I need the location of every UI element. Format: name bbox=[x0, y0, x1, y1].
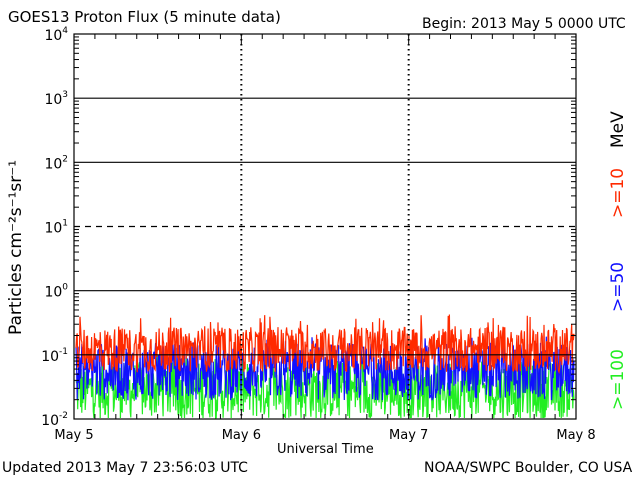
begin-time: Begin: 2013 May 5 0000 UTC bbox=[422, 16, 626, 32]
y-tick-label-0: 10-2 bbox=[41, 411, 68, 429]
chart-title: GOES13 Proton Flux (5 minute data) bbox=[8, 8, 281, 26]
x-tick-label-3: May 8 bbox=[556, 428, 595, 443]
y-tick-label-2: 100 bbox=[44, 283, 68, 301]
source-credit: NOAA/SWPC Boulder, CO USA bbox=[424, 460, 633, 476]
x-tick-label-2: May 7 bbox=[389, 428, 428, 443]
y-tick-label-6: 104 bbox=[44, 26, 68, 44]
y-tick-label-1: 10-1 bbox=[41, 347, 68, 365]
y-tick-label-5: 103 bbox=[44, 90, 68, 108]
legend-ge10: >=10 bbox=[608, 167, 628, 218]
legend-ge100: >=100 bbox=[608, 349, 628, 410]
series-line-ge50 bbox=[75, 336, 575, 401]
x-axis-label: Universal Time bbox=[277, 442, 374, 457]
x-tick-label-0: May 5 bbox=[54, 428, 93, 443]
y-tick-label-3: 101 bbox=[44, 219, 68, 237]
updated-timestamp: Updated 2013 May 7 23:56:03 UTC bbox=[2, 460, 248, 476]
series-line-ge10 bbox=[75, 314, 575, 375]
legend-ge50: >=50 bbox=[608, 261, 628, 312]
y-axis-label: Particles cm⁻²s⁻¹sr⁻¹ bbox=[6, 159, 26, 335]
legend-unit: MeV bbox=[608, 111, 628, 148]
y-tick-label-4: 102 bbox=[44, 154, 68, 172]
plot-frame bbox=[73, 33, 577, 420]
x-tick-label-1: May 6 bbox=[222, 428, 261, 443]
